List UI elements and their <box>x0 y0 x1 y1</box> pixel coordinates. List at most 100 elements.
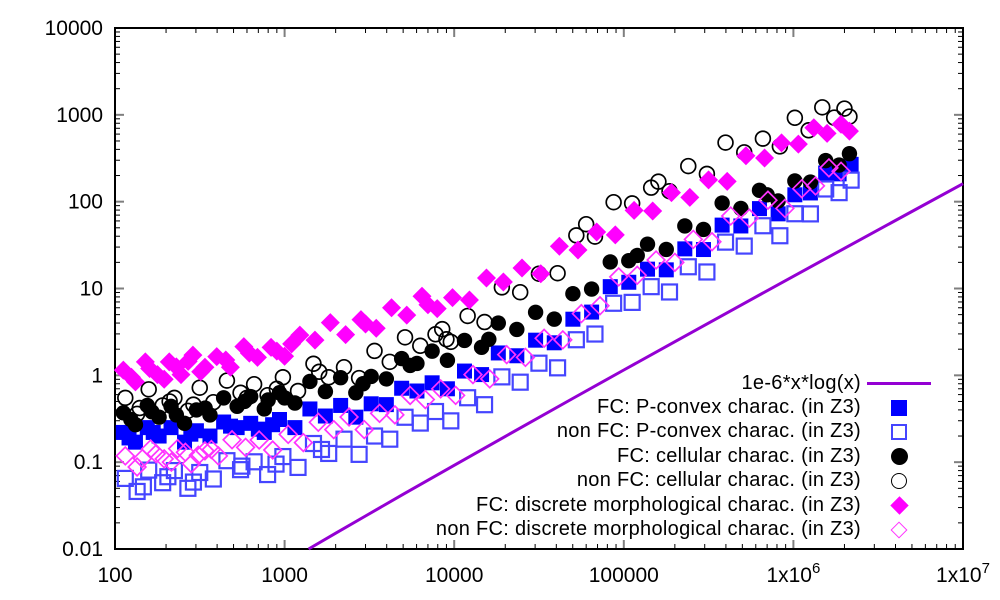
data-point <box>336 325 356 345</box>
legend-label: FC: P-convex charac. (in Z3) <box>596 396 861 419</box>
data-point <box>235 437 256 458</box>
y-tick-label: 0.01 <box>62 538 103 561</box>
data-point <box>202 428 218 444</box>
data-point <box>166 389 183 407</box>
data-point <box>683 229 704 250</box>
data-point <box>586 325 604 343</box>
data-point <box>179 402 197 420</box>
data-point <box>512 258 532 278</box>
data-point <box>839 121 859 141</box>
data-point <box>381 430 399 448</box>
data-point <box>113 360 133 380</box>
data-point <box>817 180 835 198</box>
data-point <box>320 369 337 386</box>
data-point <box>154 474 172 492</box>
data-point <box>204 470 222 488</box>
data-point <box>605 193 622 211</box>
data-point <box>602 254 618 270</box>
data-point <box>382 298 402 318</box>
data-point <box>188 445 209 466</box>
data-point <box>605 225 625 245</box>
data-point <box>154 369 174 389</box>
y-tick-label: 1000 <box>56 104 103 127</box>
data-point <box>699 170 719 190</box>
series-2 <box>115 145 858 433</box>
data-point <box>456 363 472 379</box>
x-tick-label: 10000 <box>425 564 483 587</box>
data-point <box>194 440 215 461</box>
data-point <box>400 385 421 406</box>
data-point <box>511 373 529 391</box>
data-point <box>680 187 700 207</box>
data-point <box>801 205 820 223</box>
data-point <box>841 145 858 162</box>
data-point <box>290 325 310 345</box>
data-point <box>509 321 525 338</box>
data-point <box>445 385 466 406</box>
data-point <box>442 333 460 351</box>
data-point <box>552 329 573 350</box>
data-point <box>772 133 792 153</box>
legend-item-nonfc-morpho: non FC: discrete morphological charac. (… <box>436 517 937 541</box>
data-point <box>515 347 536 368</box>
filled-square-icon <box>891 399 907 416</box>
data-point <box>527 304 544 320</box>
data-point <box>308 412 329 433</box>
legend-item-fc-pconvex: FC: P-convex charac. (in Z3) <box>436 395 937 419</box>
data-point <box>439 352 456 368</box>
data-point <box>222 429 243 450</box>
legend-label: FC: discrete morphological charac. (in Z… <box>476 493 861 516</box>
data-point <box>587 222 607 242</box>
data-point <box>714 217 730 233</box>
data-point <box>202 407 218 423</box>
x-tick-label: 100000 <box>589 564 659 587</box>
data-point <box>179 479 197 497</box>
data-point <box>350 369 368 387</box>
data-point <box>511 283 529 301</box>
data-point <box>293 432 314 453</box>
data-point <box>716 233 735 251</box>
data-point <box>698 263 716 281</box>
series-5 <box>115 157 852 477</box>
data-point <box>181 453 202 474</box>
data-point <box>317 383 334 400</box>
data-point <box>278 424 299 445</box>
data-point <box>677 218 693 234</box>
line-swatch-icon <box>867 381 931 385</box>
data-point <box>195 357 215 377</box>
data-point <box>643 201 663 221</box>
data-point <box>459 290 479 310</box>
data-point <box>381 353 399 371</box>
legend-label: 1e-6*x*log(x) <box>741 371 861 394</box>
data-point <box>302 401 318 417</box>
data-point <box>661 183 681 203</box>
data-point <box>127 434 143 450</box>
x-tick-label: 1x107 <box>936 560 990 587</box>
data-point <box>577 215 595 233</box>
data-point <box>679 258 697 276</box>
y-tick-label: 0.1 <box>74 451 103 474</box>
data-point <box>140 461 158 479</box>
plot-border <box>114 27 964 550</box>
data-point <box>115 445 136 466</box>
data-point <box>154 448 175 469</box>
legend-label: non FC: discrete morphological charac. (… <box>435 518 861 541</box>
data-point <box>183 345 203 365</box>
data-point <box>317 408 333 424</box>
series-4 <box>113 114 859 392</box>
data-point <box>274 369 292 386</box>
data-point <box>427 299 447 319</box>
data-point <box>185 396 202 413</box>
data-point <box>305 330 325 350</box>
y-tick-label: 10000 <box>45 17 103 40</box>
data-point <box>238 389 256 407</box>
data-point <box>830 184 848 202</box>
data-point <box>289 382 307 400</box>
data-point <box>310 363 328 380</box>
data-point <box>528 332 544 348</box>
data-point <box>275 346 295 366</box>
data-point <box>733 200 749 217</box>
data-point <box>394 380 410 396</box>
